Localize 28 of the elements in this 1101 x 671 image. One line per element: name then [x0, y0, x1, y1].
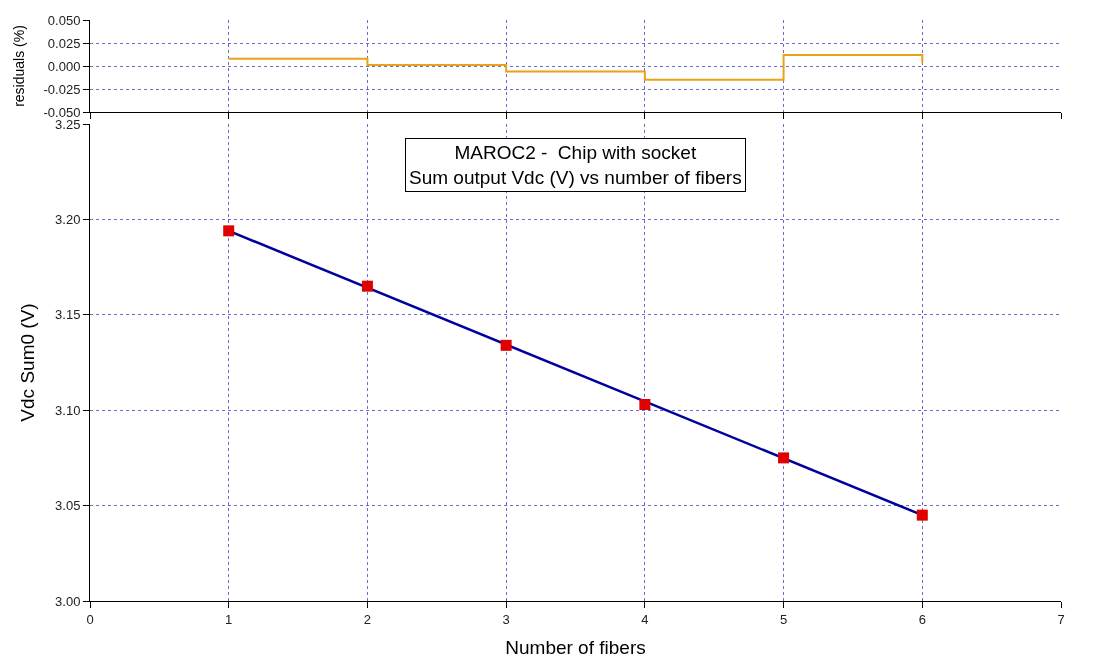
- y-tick-label: 3.00: [55, 593, 81, 609]
- x-tick-label: 6: [918, 611, 926, 627]
- text: MAROC2 - Chip with socket: [454, 142, 697, 163]
- y-tick-label: 0.050: [47, 12, 81, 28]
- y-axis-title: Vdc Sum0 (V): [16, 303, 38, 422]
- y-tick-label: 3.10: [55, 402, 81, 418]
- x-tick-label: 4: [641, 611, 649, 627]
- y-axis-title: residuals (%): [11, 25, 28, 107]
- x-axis-title: Number of fibers: [505, 637, 646, 659]
- y-tick-label: 0.025: [47, 35, 81, 51]
- x-tick-label: 1: [225, 611, 233, 627]
- point: [500, 339, 512, 351]
- x-tick-label: 3: [502, 611, 510, 627]
- y-tick-label: 3.15: [55, 307, 81, 323]
- text: Sum output Vdc (V) vs number of fibers: [409, 166, 742, 188]
- point: [639, 398, 651, 410]
- x-tick-label: 2: [363, 611, 372, 627]
- point: [223, 225, 235, 237]
- point: [778, 452, 790, 464]
- x-tick-label: 7: [1057, 611, 1065, 627]
- y-tick-label: 0.000: [47, 58, 81, 74]
- point: [361, 280, 373, 292]
- x-tick-label: 5: [779, 611, 788, 627]
- y-tick-label: 3.20: [55, 211, 81, 227]
- y-tick-label: -0.025: [43, 81, 81, 97]
- x-tick-label: 0: [86, 611, 94, 627]
- point: [916, 509, 928, 521]
- y-tick-label: 3.05: [55, 498, 81, 514]
